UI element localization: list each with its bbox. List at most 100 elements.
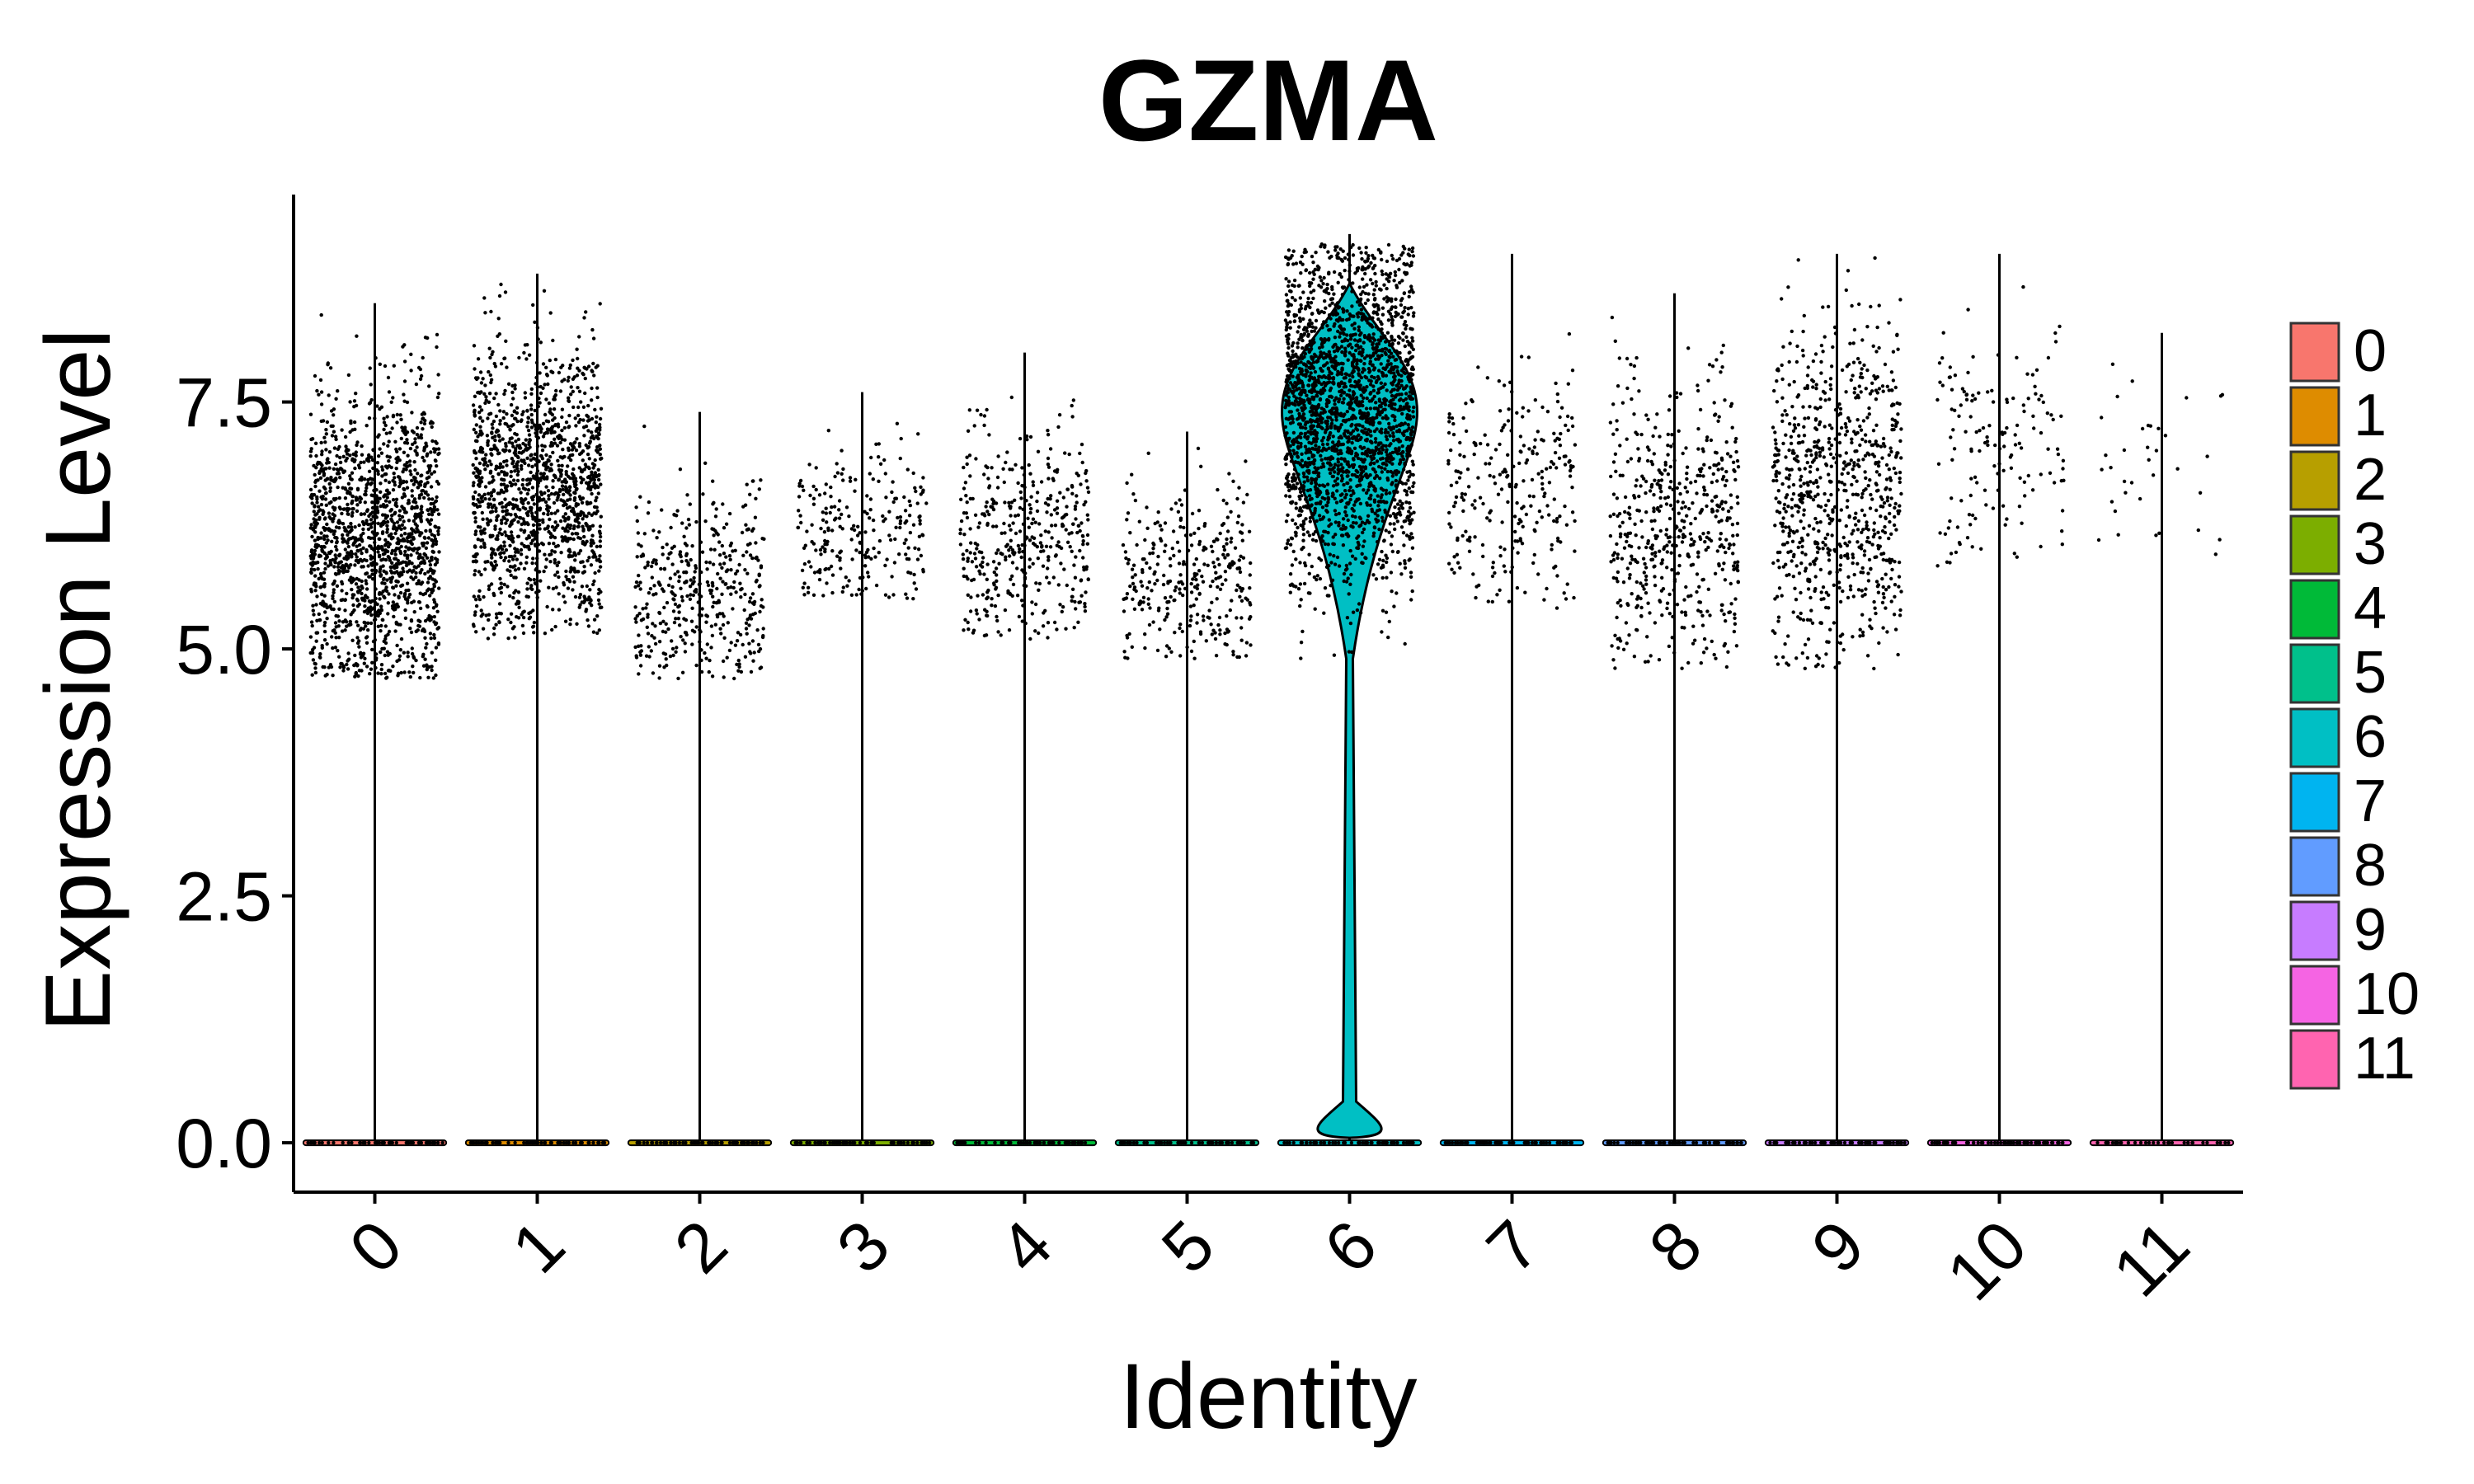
data-point xyxy=(887,510,891,514)
data-point xyxy=(692,1140,696,1145)
data-point xyxy=(844,505,849,510)
data-point xyxy=(907,499,912,504)
data-point xyxy=(479,408,484,412)
data-point xyxy=(410,532,414,536)
data-point xyxy=(593,571,597,575)
data-point xyxy=(1028,538,1032,542)
data-point xyxy=(591,361,595,366)
data-point xyxy=(371,536,375,540)
data-point xyxy=(385,578,389,582)
data-point xyxy=(1071,398,1076,402)
y-tick-label: 0.0 xyxy=(176,1105,272,1182)
data-point xyxy=(863,510,867,514)
data-point xyxy=(563,619,568,623)
data-point xyxy=(544,467,548,472)
data-point xyxy=(590,398,594,402)
data-point xyxy=(553,561,557,565)
data-point xyxy=(523,343,528,347)
data-point xyxy=(694,625,698,629)
data-point xyxy=(653,624,657,628)
data-point xyxy=(425,667,429,672)
data-point xyxy=(512,590,516,595)
data-point xyxy=(473,519,477,524)
data-point xyxy=(373,521,377,525)
data-point xyxy=(598,302,602,306)
data-point xyxy=(440,1140,444,1145)
data-point xyxy=(323,491,328,495)
data-point xyxy=(379,558,383,562)
data-point xyxy=(383,634,388,638)
data-point xyxy=(1084,468,1089,473)
data-point xyxy=(406,453,410,458)
data-point xyxy=(1399,397,1403,402)
data-point xyxy=(1048,545,1053,549)
data-point xyxy=(473,610,477,614)
data-point xyxy=(574,482,578,487)
data-point xyxy=(817,493,822,497)
data-point xyxy=(757,487,761,491)
data-point xyxy=(704,620,708,624)
data-point xyxy=(1221,544,1226,549)
data-point xyxy=(637,644,641,648)
data-point xyxy=(1164,615,1169,619)
data-point xyxy=(409,553,413,557)
data-point xyxy=(965,462,969,467)
data-point xyxy=(332,407,336,411)
data-point xyxy=(364,492,368,497)
data-point xyxy=(1147,622,1152,627)
data-point xyxy=(1016,543,1021,548)
data-point xyxy=(688,597,693,601)
data-point xyxy=(835,554,840,558)
data-point xyxy=(583,542,587,546)
data-point xyxy=(874,442,878,446)
data-point xyxy=(354,495,359,500)
data-point xyxy=(383,653,387,658)
data-point xyxy=(890,490,894,495)
data-point xyxy=(571,453,575,457)
data-point xyxy=(389,400,393,404)
data-point xyxy=(320,463,324,467)
data-point xyxy=(678,467,683,472)
data-point xyxy=(571,575,576,579)
data-point xyxy=(915,1140,920,1145)
data-point xyxy=(992,570,997,575)
data-point xyxy=(434,439,438,444)
data-point xyxy=(1241,556,1246,560)
data-point xyxy=(498,419,502,423)
data-point xyxy=(313,567,317,572)
data-point xyxy=(553,416,557,420)
data-point xyxy=(434,622,438,627)
data-point xyxy=(1235,588,1239,593)
data-point xyxy=(530,486,535,490)
data-point xyxy=(586,1140,590,1145)
data-point xyxy=(411,1140,416,1145)
data-point xyxy=(407,595,411,599)
data-point xyxy=(376,547,380,551)
data-point xyxy=(1169,564,1173,568)
data-point xyxy=(383,499,388,503)
data-point xyxy=(1207,608,1211,613)
data-point xyxy=(421,489,426,493)
data-point xyxy=(1070,491,1075,495)
data-point xyxy=(1030,535,1034,539)
data-point xyxy=(334,397,338,401)
data-point xyxy=(320,453,324,457)
data-point xyxy=(336,565,341,569)
data-point xyxy=(399,561,403,565)
data-point xyxy=(996,454,1000,458)
data-point xyxy=(985,613,990,618)
data-point xyxy=(1061,605,1065,609)
data-point xyxy=(505,411,509,416)
data-point xyxy=(561,526,565,530)
data-point xyxy=(412,655,416,659)
data-point xyxy=(381,502,386,507)
data-point xyxy=(1204,547,1208,551)
data-point xyxy=(419,433,423,437)
data-point xyxy=(745,632,749,636)
data-point xyxy=(538,401,542,405)
data-point xyxy=(694,663,698,668)
data-point xyxy=(472,594,476,599)
data-point xyxy=(1042,1140,1046,1145)
data-point xyxy=(559,468,564,472)
data-point xyxy=(486,521,490,525)
